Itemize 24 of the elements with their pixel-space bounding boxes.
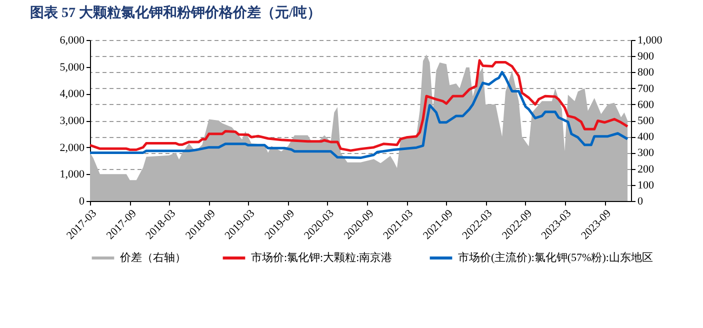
line-series [88, 59, 629, 152]
y-tick-label: 5,000 [60, 61, 85, 74]
y2-tick-label: 1,000 [638, 34, 663, 46]
y-tick-label: 2,000 [60, 142, 85, 154]
line-series [88, 70, 629, 160]
chart-title: 图表 57 大颗粒氯化钾和粉钾价格价差（元/吨） [30, 5, 321, 21]
y2-tick-label: 300 [638, 147, 654, 160]
y2-tick-label: 800 [638, 66, 654, 79]
legend-label: 市场价:氯化钾:大颗粒:南京港 [251, 251, 392, 264]
y-tick-label: 3,000 [60, 115, 85, 127]
y2-tick-label: 100 [638, 179, 654, 192]
y2-tick-label: 200 [638, 163, 654, 176]
y2-tick-label: 500 [638, 115, 654, 127]
y-tick-label: 1,000 [60, 168, 85, 181]
y2-tick-label: 0 [638, 196, 644, 208]
y2-tick-label: 900 [638, 50, 654, 63]
y-tick-label: 4,000 [60, 88, 85, 100]
y2-tick-label: 400 [638, 131, 654, 144]
y2-tick-label: 600 [638, 98, 654, 111]
y-tick-label: 0 [79, 196, 85, 208]
y2-tick-label: 700 [638, 82, 654, 95]
legend-label: 价差（右轴） [119, 251, 186, 264]
y-tick-label: 6,000 [60, 34, 85, 46]
legend-label: 市场价(主流价):氯化钾(57%粉):山东地区 [458, 251, 653, 264]
